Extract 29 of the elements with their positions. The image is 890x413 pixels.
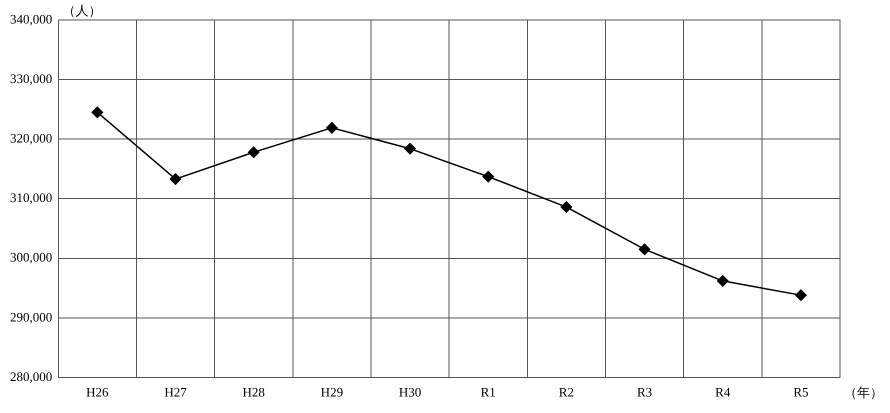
x-tick-label: H30	[398, 384, 422, 400]
point	[716, 275, 728, 287]
y-tick-label: 340,000	[10, 11, 52, 26]
y-tick-label: 290,000	[10, 309, 52, 324]
x-tick-label: R2	[558, 384, 574, 400]
point	[170, 173, 182, 185]
point	[795, 289, 807, 301]
y-tick-label: 320,000	[10, 130, 52, 146]
y-tick-label: 310,000	[10, 190, 52, 206]
x-tick-label: H27	[164, 384, 188, 400]
y-tick-label: 330,000	[10, 70, 52, 86]
y-tick-label: 300,000	[10, 250, 52, 265]
y-axis-title: （人）	[62, 2, 102, 18]
x-tick-label: R4	[715, 384, 731, 400]
point	[482, 170, 494, 182]
x-tick-label: R1	[480, 384, 496, 400]
x-tick-label: H28	[242, 384, 265, 400]
point	[638, 244, 650, 256]
x-tick-label: H26	[86, 384, 110, 400]
point	[92, 106, 104, 118]
point	[404, 142, 416, 154]
point	[248, 146, 260, 158]
y-tick-label: 280,000	[10, 368, 52, 384]
point	[326, 122, 338, 134]
x-tick-label: R3	[636, 384, 652, 400]
x-tick-label: R5	[793, 384, 808, 400]
x-tick-label: H29	[320, 384, 344, 400]
point	[560, 201, 572, 213]
x-axis-title: （年）	[844, 384, 883, 400]
